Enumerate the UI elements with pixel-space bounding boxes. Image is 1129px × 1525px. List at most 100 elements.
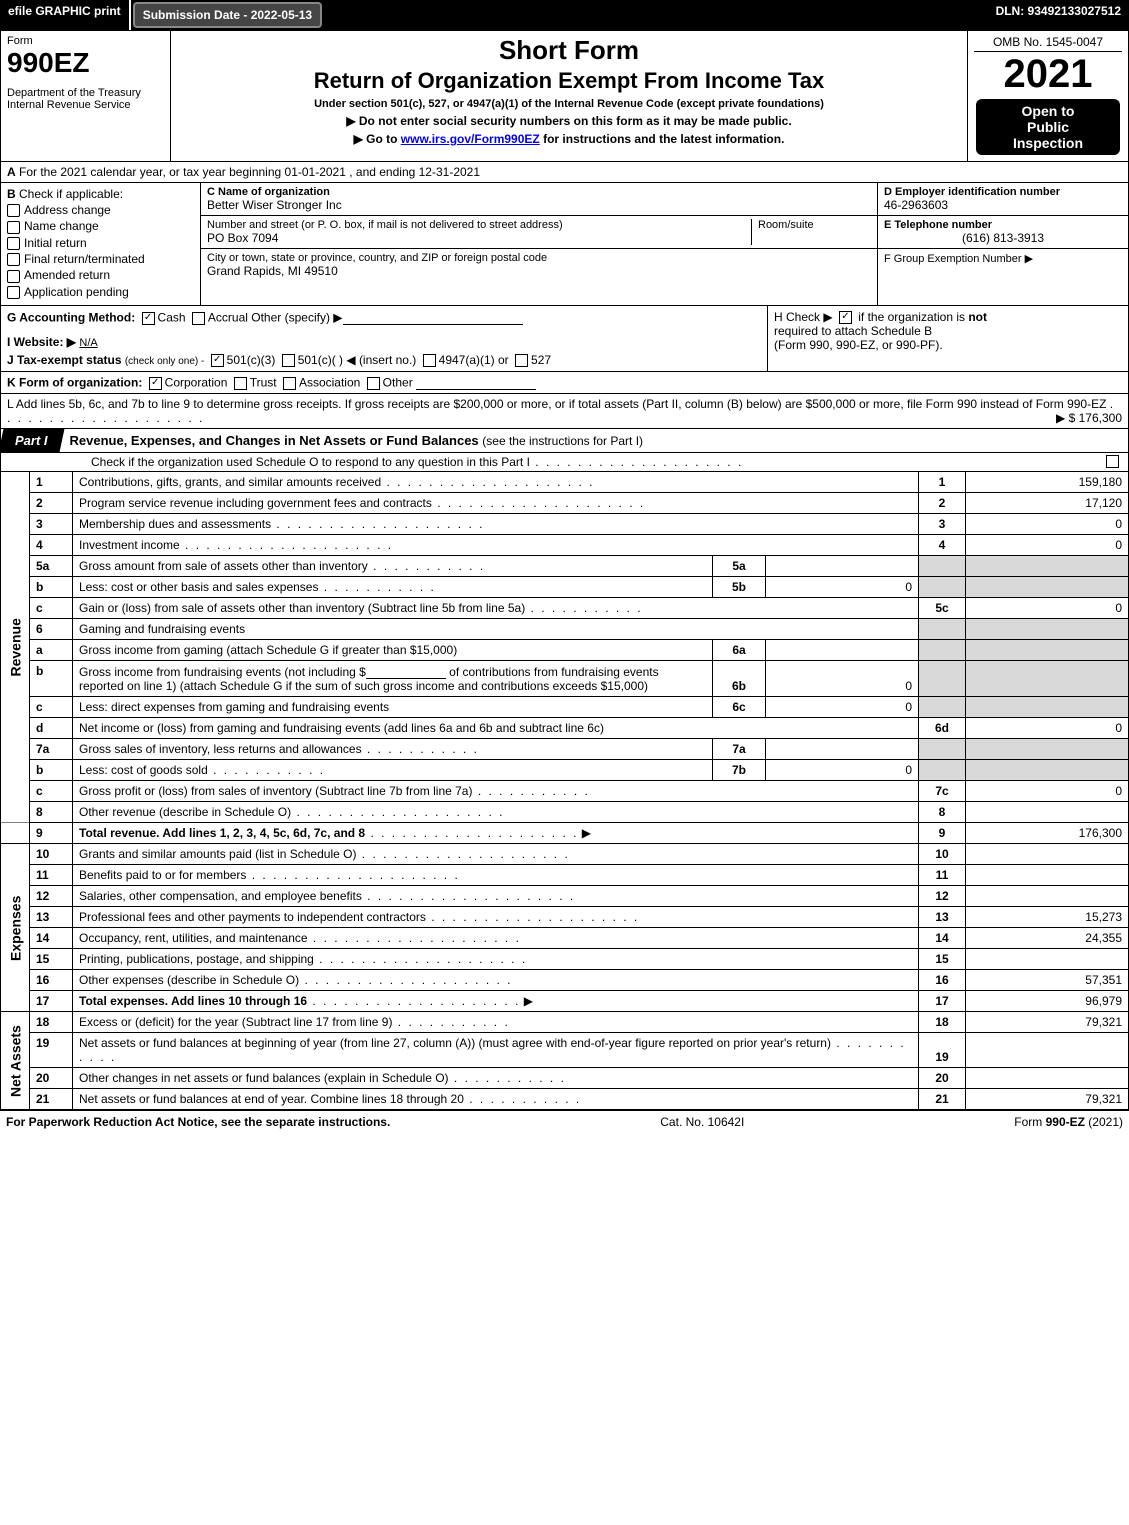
h-text4: (Form 990, 990-EZ, or 990-PF). xyxy=(774,338,943,352)
other-specify-field[interactable] xyxy=(343,310,523,325)
check-h[interactable] xyxy=(839,311,852,324)
l6a-sval xyxy=(766,640,919,661)
check-schedule-o[interactable] xyxy=(1106,455,1119,468)
l5c-rval: 0 xyxy=(966,598,1129,619)
check-amended-return[interactable] xyxy=(7,270,20,283)
h-text2: if the organization is xyxy=(858,310,968,324)
dept-irs: Internal Revenue Service xyxy=(7,99,164,111)
row-6a: a Gross income from gaming (attach Sched… xyxy=(1,640,1129,661)
l6b-num: b xyxy=(30,661,73,697)
row-9: 9 Total revenue. Add lines 1, 2, 3, 4, 5… xyxy=(1,823,1129,844)
c-street-label: Number and street (or P. O. box, if mail… xyxy=(207,219,751,231)
l5a-rnum-shade xyxy=(919,556,966,577)
check-corp[interactable] xyxy=(149,377,162,390)
l20-desc: Other changes in net assets or fund bala… xyxy=(79,1071,449,1085)
l7c-rnum: 7c xyxy=(919,781,966,802)
instruction-no-ssn: ▶ Do not enter social security numbers o… xyxy=(177,114,961,128)
e-phone-value: (616) 813-3913 xyxy=(884,231,1122,245)
l11-rval xyxy=(966,865,1129,886)
check-address-change[interactable] xyxy=(7,204,20,217)
l10-num: 10 xyxy=(30,844,73,865)
l7a-num: 7a xyxy=(30,739,73,760)
form-meta-block: OMB No. 1545-0047 2021 Open to Public In… xyxy=(968,31,1128,161)
l7c-rval: 0 xyxy=(966,781,1129,802)
lbl-4947: 4947(a)(1) or xyxy=(439,353,509,367)
check-initial-return[interactable] xyxy=(7,237,20,250)
l6c-rval-shade xyxy=(966,697,1129,718)
l5a-rval-shade xyxy=(966,556,1129,577)
l4-rval: 0 xyxy=(966,535,1129,556)
l14-desc: Occupancy, rent, utilities, and maintena… xyxy=(79,931,308,945)
l5b-sval: 0 xyxy=(766,577,919,598)
l19-desc: Net assets or fund balances at beginning… xyxy=(79,1036,831,1050)
l19-rval xyxy=(966,1033,1129,1068)
check-accrual[interactable] xyxy=(192,312,205,325)
instr2-suffix: for instructions and the latest informat… xyxy=(540,132,785,146)
l17-rnum: 17 xyxy=(919,991,966,1012)
l6b-snum: 6b xyxy=(713,661,766,697)
check-assoc[interactable] xyxy=(283,377,296,390)
check-trust[interactable] xyxy=(234,377,247,390)
l6c-snum: 6c xyxy=(713,697,766,718)
l10-rnum: 10 xyxy=(919,844,966,865)
l1-num: 1 xyxy=(30,472,73,493)
l15-rval xyxy=(966,949,1129,970)
k-label: K Form of organization: xyxy=(7,376,142,390)
l9-num: 9 xyxy=(30,823,73,844)
section-gh: G Accounting Method: Cash Accrual Other … xyxy=(0,306,1129,372)
check-name-change[interactable] xyxy=(7,221,20,234)
check-other-org[interactable] xyxy=(367,377,380,390)
l15-rnum: 15 xyxy=(919,949,966,970)
lbl-501c3: 501(c)(3) xyxy=(227,353,276,367)
row-5c: c Gain or (loss) from sale of assets oth… xyxy=(1,598,1129,619)
l6-desc: Gaming and fundraising events xyxy=(79,622,245,636)
d-ein-label: D Employer identification number xyxy=(884,186,1122,198)
row-12: 12 Salaries, other compensation, and emp… xyxy=(1,886,1129,907)
l16-rval: 57,351 xyxy=(966,970,1129,991)
check-final-return[interactable] xyxy=(7,253,20,266)
other-org-field[interactable] xyxy=(416,375,536,390)
l6a-rnum-shade xyxy=(919,640,966,661)
l3-num: 3 xyxy=(30,514,73,535)
check-527[interactable] xyxy=(515,354,528,367)
check-cash[interactable] xyxy=(142,312,155,325)
footer-right-form: 990-EZ xyxy=(1046,1115,1085,1129)
l7c-num: c xyxy=(30,781,73,802)
l7a-rnum-shade xyxy=(919,739,966,760)
check-501c[interactable] xyxy=(282,354,295,367)
efile-print-label[interactable]: efile GRAPHIC print xyxy=(0,0,131,30)
l15-num: 15 xyxy=(30,949,73,970)
l6a-snum: 6a xyxy=(713,640,766,661)
row-7c: c Gross profit or (loss) from sales of i… xyxy=(1,781,1129,802)
top-bar: efile GRAPHIC print Submission Date - 20… xyxy=(0,0,1129,30)
l8-rnum: 8 xyxy=(919,802,966,823)
check-501c3[interactable] xyxy=(211,354,224,367)
form-word: Form xyxy=(7,35,164,47)
l13-rnum: 13 xyxy=(919,907,966,928)
row-3: 3 Membership dues and assessments 3 0 xyxy=(1,514,1129,535)
l13-desc: Professional fees and other payments to … xyxy=(79,910,426,924)
h-text3: required to attach Schedule B xyxy=(774,324,932,338)
l6d-desc: Net income or (loss) from gaming and fun… xyxy=(79,721,604,735)
row-6b: b Gross income from fundraising events (… xyxy=(1,661,1129,697)
f-group-label: F Group Exemption Number ▶ xyxy=(884,252,1122,265)
part-i-title: Revenue, Expenses, and Changes in Net As… xyxy=(70,433,479,448)
check-application-pending[interactable] xyxy=(7,286,20,299)
l1-rval: 159,180 xyxy=(966,472,1129,493)
part-i-sub: (see the instructions for Part I) xyxy=(482,434,643,448)
check-4947[interactable] xyxy=(423,354,436,367)
l18-num: 18 xyxy=(30,1012,73,1033)
l3-rval: 0 xyxy=(966,514,1129,535)
l6b-blank[interactable] xyxy=(366,664,446,679)
l3-desc: Membership dues and assessments xyxy=(79,517,271,531)
l6a-num: a xyxy=(30,640,73,661)
i-value: N/A xyxy=(79,337,97,349)
row-2: 2 Program service revenue including gove… xyxy=(1,493,1129,514)
l20-rnum: 20 xyxy=(919,1068,966,1089)
short-form-title: Short Form xyxy=(177,35,961,66)
h-text1: H Check ▶ xyxy=(774,310,836,324)
j-sub: (check only one) - xyxy=(125,356,204,367)
irs-link[interactable]: www.irs.gov/Form990EZ xyxy=(401,132,540,146)
footer-right-suffix: (2021) xyxy=(1085,1115,1123,1129)
l19-num: 19 xyxy=(30,1033,73,1068)
